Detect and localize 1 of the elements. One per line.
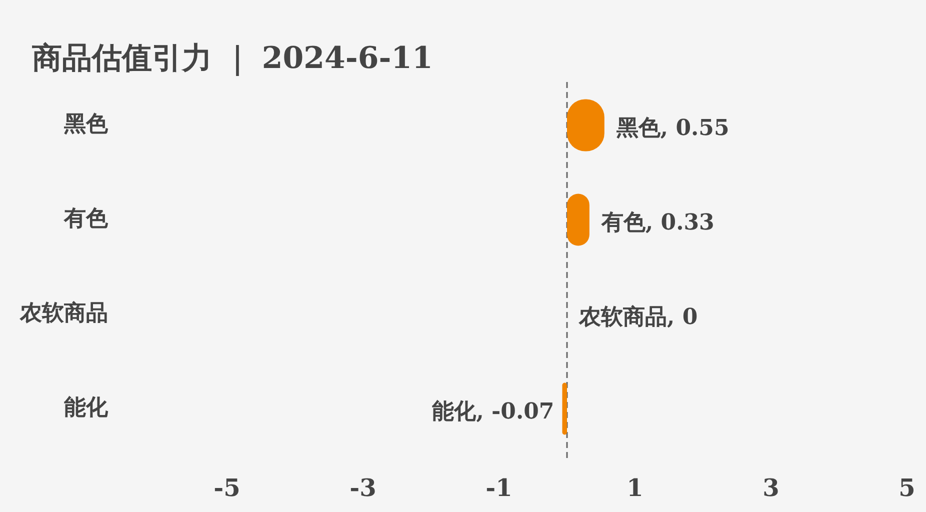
title: 商品估值引力 ｜ 2024-6-11 xyxy=(32,40,433,76)
